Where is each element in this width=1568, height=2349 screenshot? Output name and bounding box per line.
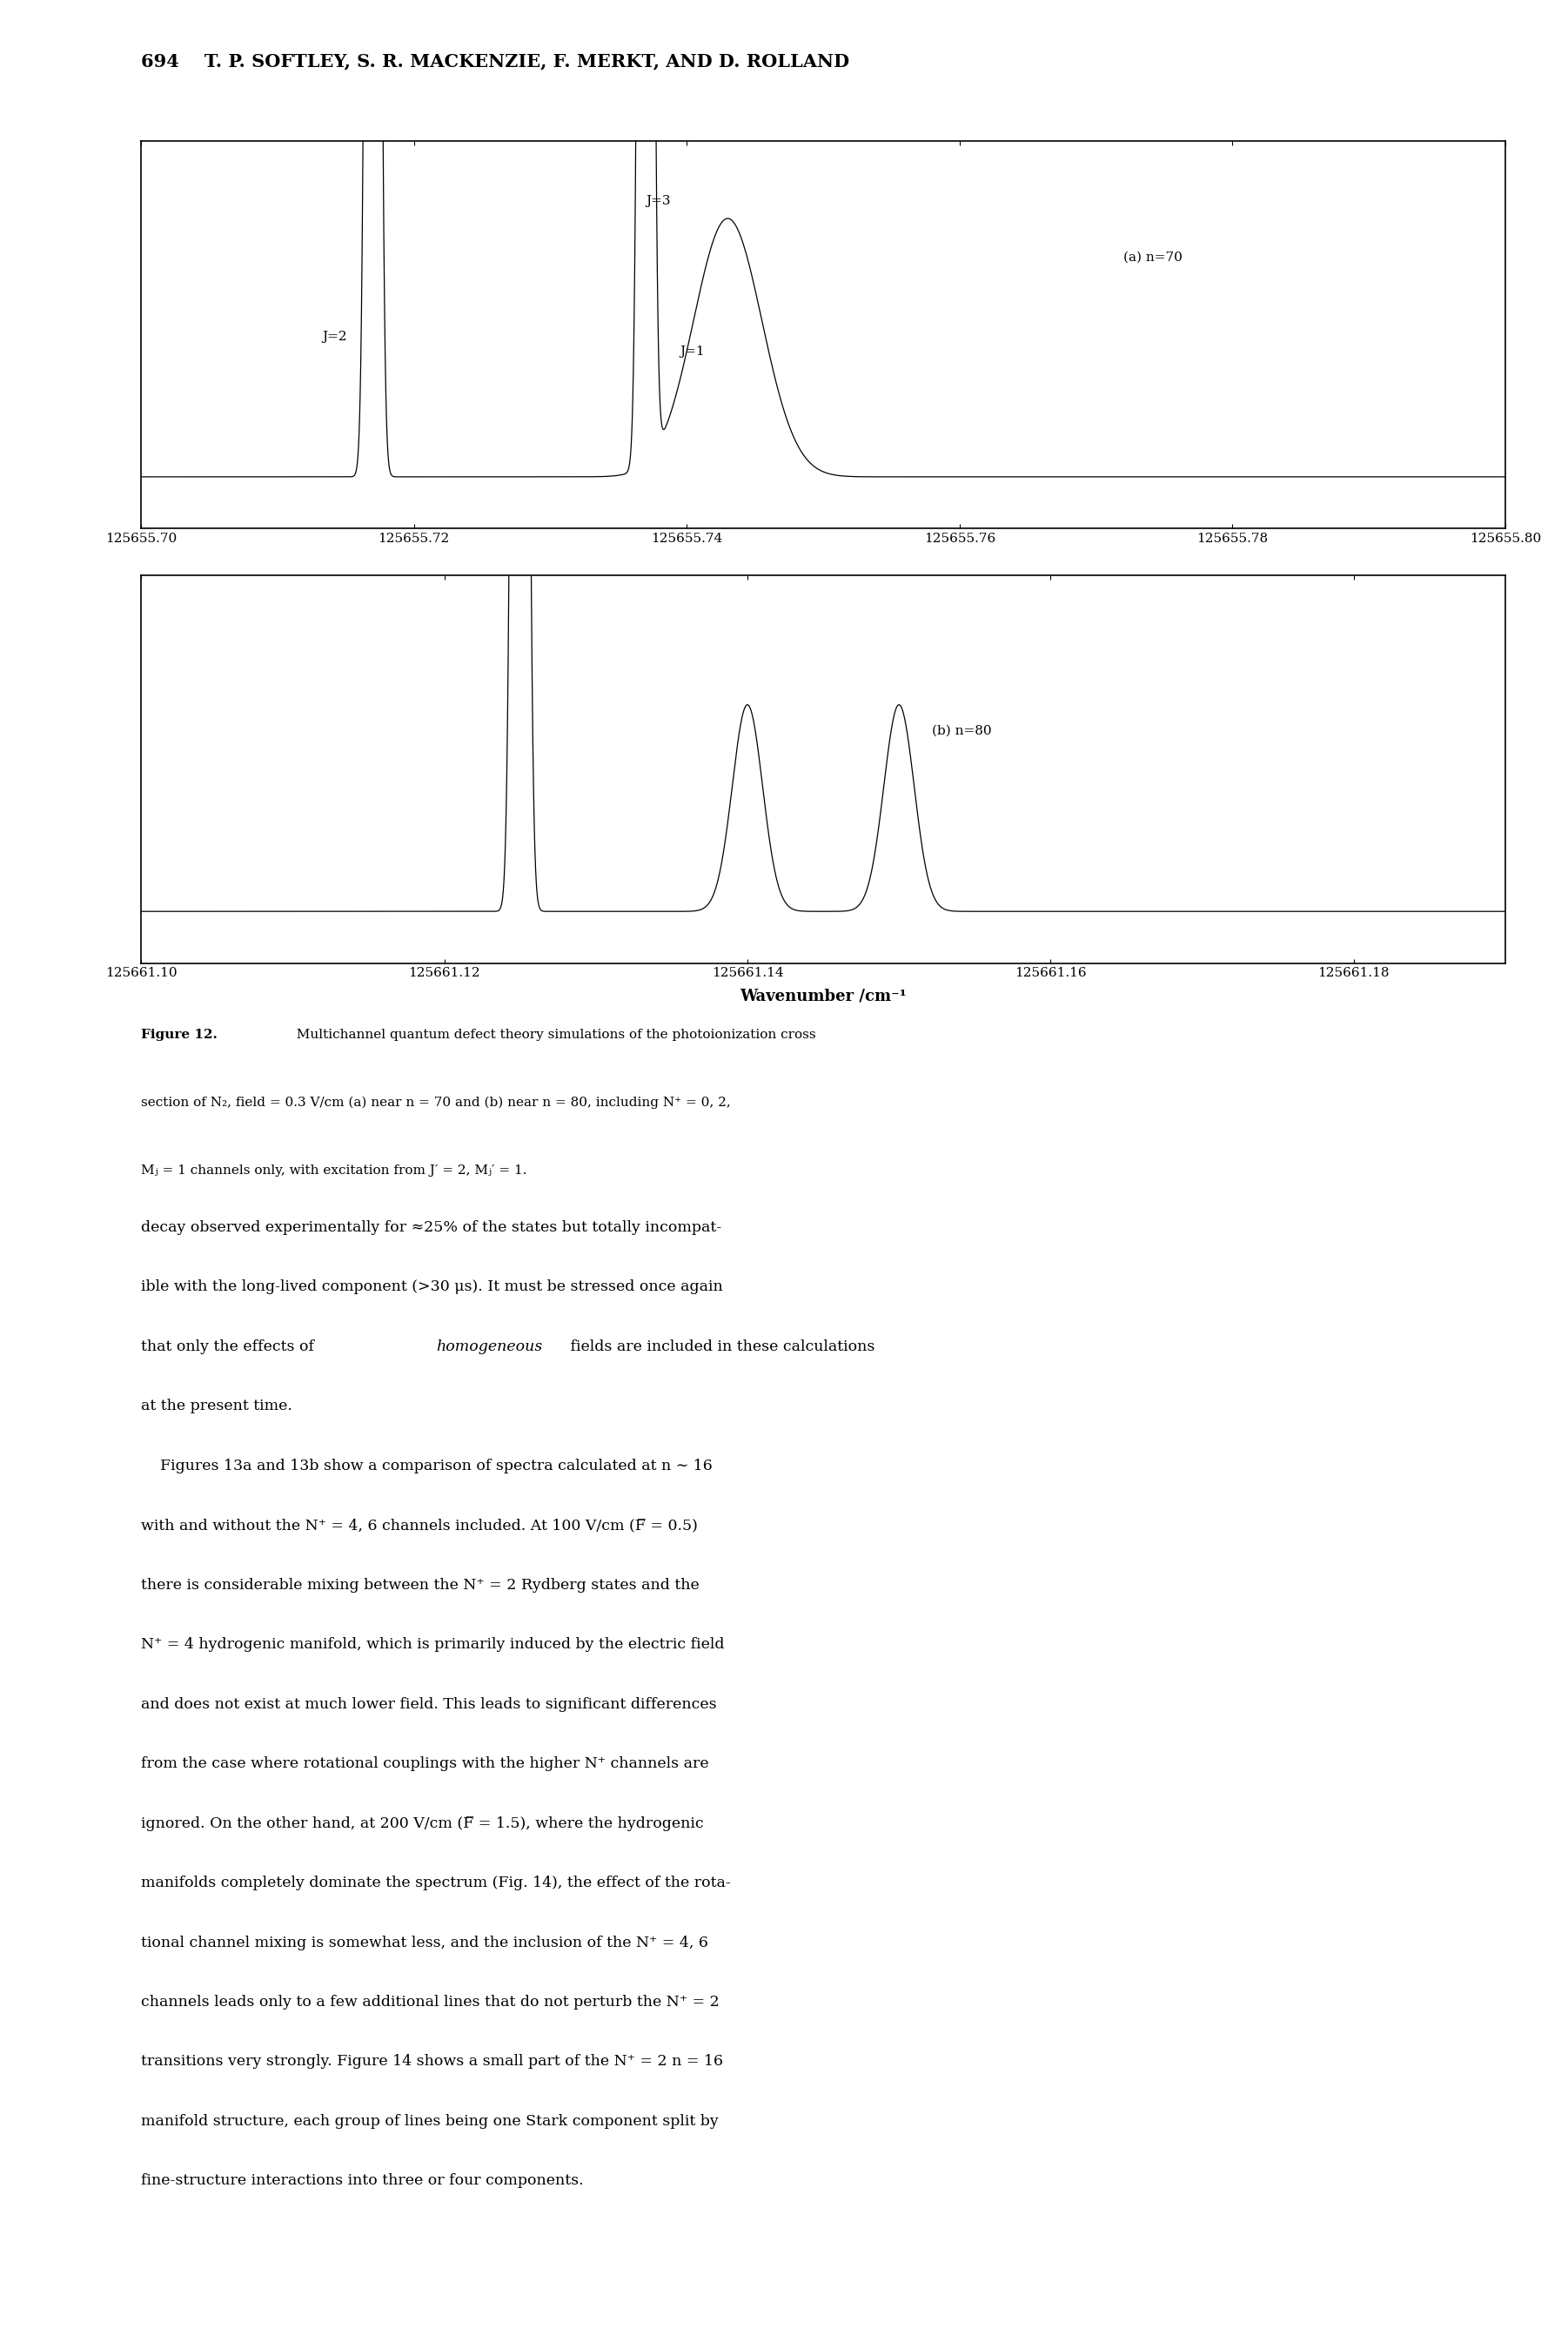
Text: manifolds completely dominate the spectrum (Fig. 14), the effect of the rota-: manifolds completely dominate the spectr… [141, 1875, 731, 1891]
Text: Figure 12.: Figure 12. [141, 1029, 218, 1041]
Text: homogeneous: homogeneous [436, 1339, 543, 1353]
Text: Mⱼ = 1 channels only, with excitation from J′ = 2, Mⱼ′ = 1.: Mⱼ = 1 channels only, with excitation fr… [141, 1165, 527, 1177]
Text: section of N₂, field = 0.3 V/cm (a) near n = 70 and (b) near n = 80, including N: section of N₂, field = 0.3 V/cm (a) near… [141, 1097, 731, 1109]
Text: from the case where rotational couplings with the higher N⁺ channels are: from the case where rotational couplings… [141, 1757, 709, 1771]
Text: 694    T. P. SOFTLEY, S. R. MACKENZIE, F. MERKT, AND D. ROLLAND: 694 T. P. SOFTLEY, S. R. MACKENZIE, F. M… [141, 52, 850, 70]
Text: fine-structure interactions into three or four components.: fine-structure interactions into three o… [141, 2173, 583, 2189]
Text: (a) n=70: (a) n=70 [1123, 251, 1182, 263]
Text: manifold structure, each group of lines being one Stark component split by: manifold structure, each group of lines … [141, 2114, 718, 2128]
Text: at the present time.: at the present time. [141, 1400, 292, 1414]
Text: tional channel mixing is somewhat less, and the inclusion of the N⁺ = 4, 6: tional channel mixing is somewhat less, … [141, 1936, 709, 1950]
Text: ible with the long-lived component (>30 μs). It must be stressed once again: ible with the long-lived component (>30 … [141, 1280, 723, 1294]
Text: (b) n=80: (b) n=80 [933, 723, 993, 738]
Text: J=3: J=3 [646, 195, 671, 207]
Text: fields are included in these calculations: fields are included in these calculation… [566, 1339, 875, 1353]
Text: decay observed experimentally for ≈25% of the states but totally incompat-: decay observed experimentally for ≈25% o… [141, 1219, 721, 1236]
Text: Wavenumber /cm⁻¹: Wavenumber /cm⁻¹ [740, 989, 906, 1003]
Text: J=2: J=2 [323, 331, 348, 343]
Text: transitions very strongly. Figure 14 shows a small part of the N⁺ = 2 n = 16: transitions very strongly. Figure 14 sho… [141, 2055, 723, 2069]
Text: N⁺ = 4 hydrogenic manifold, which is primarily induced by the electric field: N⁺ = 4 hydrogenic manifold, which is pri… [141, 1637, 724, 1651]
Text: Multichannel quantum defect theory simulations of the photoionization cross: Multichannel quantum defect theory simul… [289, 1029, 817, 1041]
Text: Figures 13a and 13b show a comparison of spectra calculated at n ∼ 16: Figures 13a and 13b show a comparison of… [141, 1459, 712, 1473]
Text: with and without the N⁺ = 4, 6 channels included. At 100 V/cm (F̅ = 0.5): with and without the N⁺ = 4, 6 channels … [141, 1517, 698, 1534]
Text: ignored. On the other hand, at 200 V/cm (F̅ = 1.5), where the hydrogenic: ignored. On the other hand, at 200 V/cm … [141, 1816, 704, 1830]
Text: and does not exist at much lower field. This leads to significant differences: and does not exist at much lower field. … [141, 1696, 717, 1712]
Text: channels leads only to a few additional lines that do not perturb the N⁺ = 2: channels leads only to a few additional … [141, 1994, 720, 2008]
Text: there is considerable mixing between the N⁺ = 2 Rydberg states and the: there is considerable mixing between the… [141, 1579, 699, 1593]
Text: J=1: J=1 [681, 345, 706, 357]
Text: that only the effects of: that only the effects of [141, 1339, 318, 1353]
